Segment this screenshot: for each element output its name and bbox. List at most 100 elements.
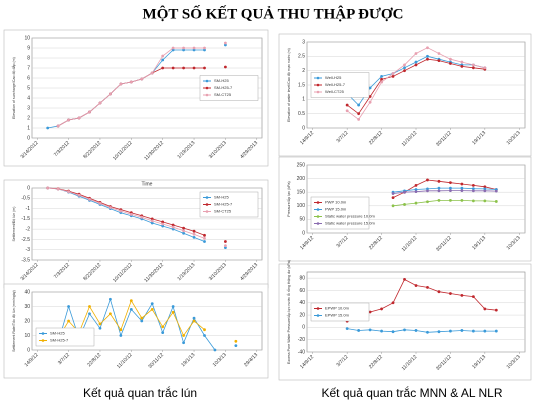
data-point bbox=[471, 63, 475, 67]
data-point bbox=[171, 310, 175, 314]
data-point bbox=[426, 330, 429, 334]
y-tick-label: 200 bbox=[297, 176, 306, 182]
data-point bbox=[449, 292, 452, 295]
data-point bbox=[224, 41, 227, 45]
data-point bbox=[426, 178, 429, 182]
data-point bbox=[414, 52, 418, 55]
series-line bbox=[347, 278, 497, 322]
legend-label: Well-H25 bbox=[325, 75, 342, 80]
data-point bbox=[88, 110, 91, 114]
legend-box bbox=[35, 327, 95, 347]
data-point bbox=[449, 198, 452, 202]
data-point bbox=[150, 71, 154, 75]
data-point bbox=[192, 232, 196, 236]
y-tick-label: 0 bbox=[302, 325, 305, 331]
legend-label: EPWP 15.0m bbox=[325, 313, 350, 318]
y-axis-label: Elevation of water level/Cao độ mực nước… bbox=[287, 48, 291, 122]
y-tick-label: 20 bbox=[24, 318, 30, 324]
data-point bbox=[414, 190, 418, 194]
y-tick-label: 50 bbox=[299, 217, 305, 223]
data-point bbox=[161, 58, 165, 62]
data-point bbox=[449, 186, 452, 190]
y-tick-label: 150 bbox=[297, 190, 306, 196]
data-point bbox=[426, 285, 429, 289]
data-point bbox=[119, 209, 123, 213]
data-point bbox=[449, 181, 452, 185]
data-point bbox=[391, 75, 395, 78]
y-tick-label: 2.5 bbox=[298, 54, 305, 60]
data-point bbox=[460, 182, 464, 186]
data-point bbox=[98, 202, 102, 205]
data-point bbox=[192, 46, 196, 50]
legend-label: SM-H25 bbox=[214, 195, 229, 200]
legend-marker bbox=[316, 76, 320, 80]
data-point bbox=[182, 48, 185, 52]
data-point bbox=[414, 201, 418, 205]
data-point bbox=[109, 206, 112, 209]
data-point bbox=[67, 319, 70, 323]
data-point bbox=[483, 329, 487, 333]
y-axis-label: Elevation of surcharge/Cao độ đắp (m) bbox=[11, 57, 16, 119]
y-tick-label: 2 bbox=[27, 115, 30, 121]
data-point bbox=[182, 341, 185, 345]
data-point bbox=[56, 124, 60, 128]
legend-marker bbox=[316, 201, 320, 204]
data-point bbox=[460, 293, 464, 297]
data-point bbox=[182, 231, 185, 235]
data-point bbox=[449, 329, 452, 333]
data-point bbox=[150, 221, 154, 225]
legend-label: Static water pressure 10.0m bbox=[325, 214, 375, 219]
data-point bbox=[129, 212, 133, 216]
data-point bbox=[150, 308, 154, 311]
legend-label: Well-H25-7 bbox=[325, 82, 346, 87]
data-point bbox=[368, 86, 372, 90]
legend-marker bbox=[316, 208, 320, 211]
y-tick-label: 0.5 bbox=[298, 111, 305, 117]
data-point bbox=[345, 109, 349, 113]
data-point bbox=[119, 334, 123, 337]
y-tick-label: 7 bbox=[27, 65, 30, 71]
legend-label: Static water pressure 15.0m bbox=[325, 221, 375, 226]
y-tick-label: 5 bbox=[27, 85, 30, 91]
data-point bbox=[357, 112, 361, 116]
y-axis-label: Pressure/Áp lực (kPa) bbox=[287, 181, 291, 216]
data-point bbox=[483, 66, 487, 70]
data-point bbox=[88, 312, 91, 316]
series-line bbox=[393, 190, 497, 194]
legend-label: SM-H25 bbox=[214, 78, 229, 83]
data-point bbox=[203, 240, 206, 243]
data-point bbox=[437, 290, 441, 294]
data-point bbox=[483, 185, 487, 189]
data-point bbox=[403, 203, 406, 206]
data-point bbox=[460, 60, 464, 64]
data-point bbox=[150, 217, 154, 221]
y-tick-label: -1 bbox=[26, 206, 31, 212]
data-point bbox=[437, 186, 441, 190]
y-tick-label: -40 bbox=[298, 349, 305, 355]
data-point bbox=[67, 190, 70, 194]
data-point bbox=[437, 189, 441, 193]
y-tick-label: 30 bbox=[24, 304, 30, 310]
data-point bbox=[368, 310, 372, 314]
legend-box bbox=[310, 302, 370, 322]
data-point bbox=[119, 328, 123, 332]
data-point bbox=[77, 116, 81, 120]
data-point bbox=[460, 186, 464, 190]
y-tick-label: -2 bbox=[26, 226, 31, 232]
data-point bbox=[494, 200, 498, 203]
data-point bbox=[380, 77, 383, 81]
legend-marker bbox=[316, 222, 320, 225]
data-point bbox=[161, 66, 165, 70]
data-point bbox=[203, 66, 206, 70]
legend-marker bbox=[205, 93, 209, 97]
data-point bbox=[460, 189, 464, 192]
data-point bbox=[109, 92, 112, 96]
data-point bbox=[460, 198, 464, 202]
caption-left: Kết quả quan trắc lún bbox=[83, 385, 197, 400]
data-point bbox=[109, 297, 112, 301]
y-tick-label: 0 bbox=[302, 230, 305, 236]
y-tick-label: 8 bbox=[27, 55, 30, 61]
data-point bbox=[161, 325, 165, 329]
data-point bbox=[203, 237, 206, 240]
y-tick-label: 0 bbox=[302, 125, 305, 131]
